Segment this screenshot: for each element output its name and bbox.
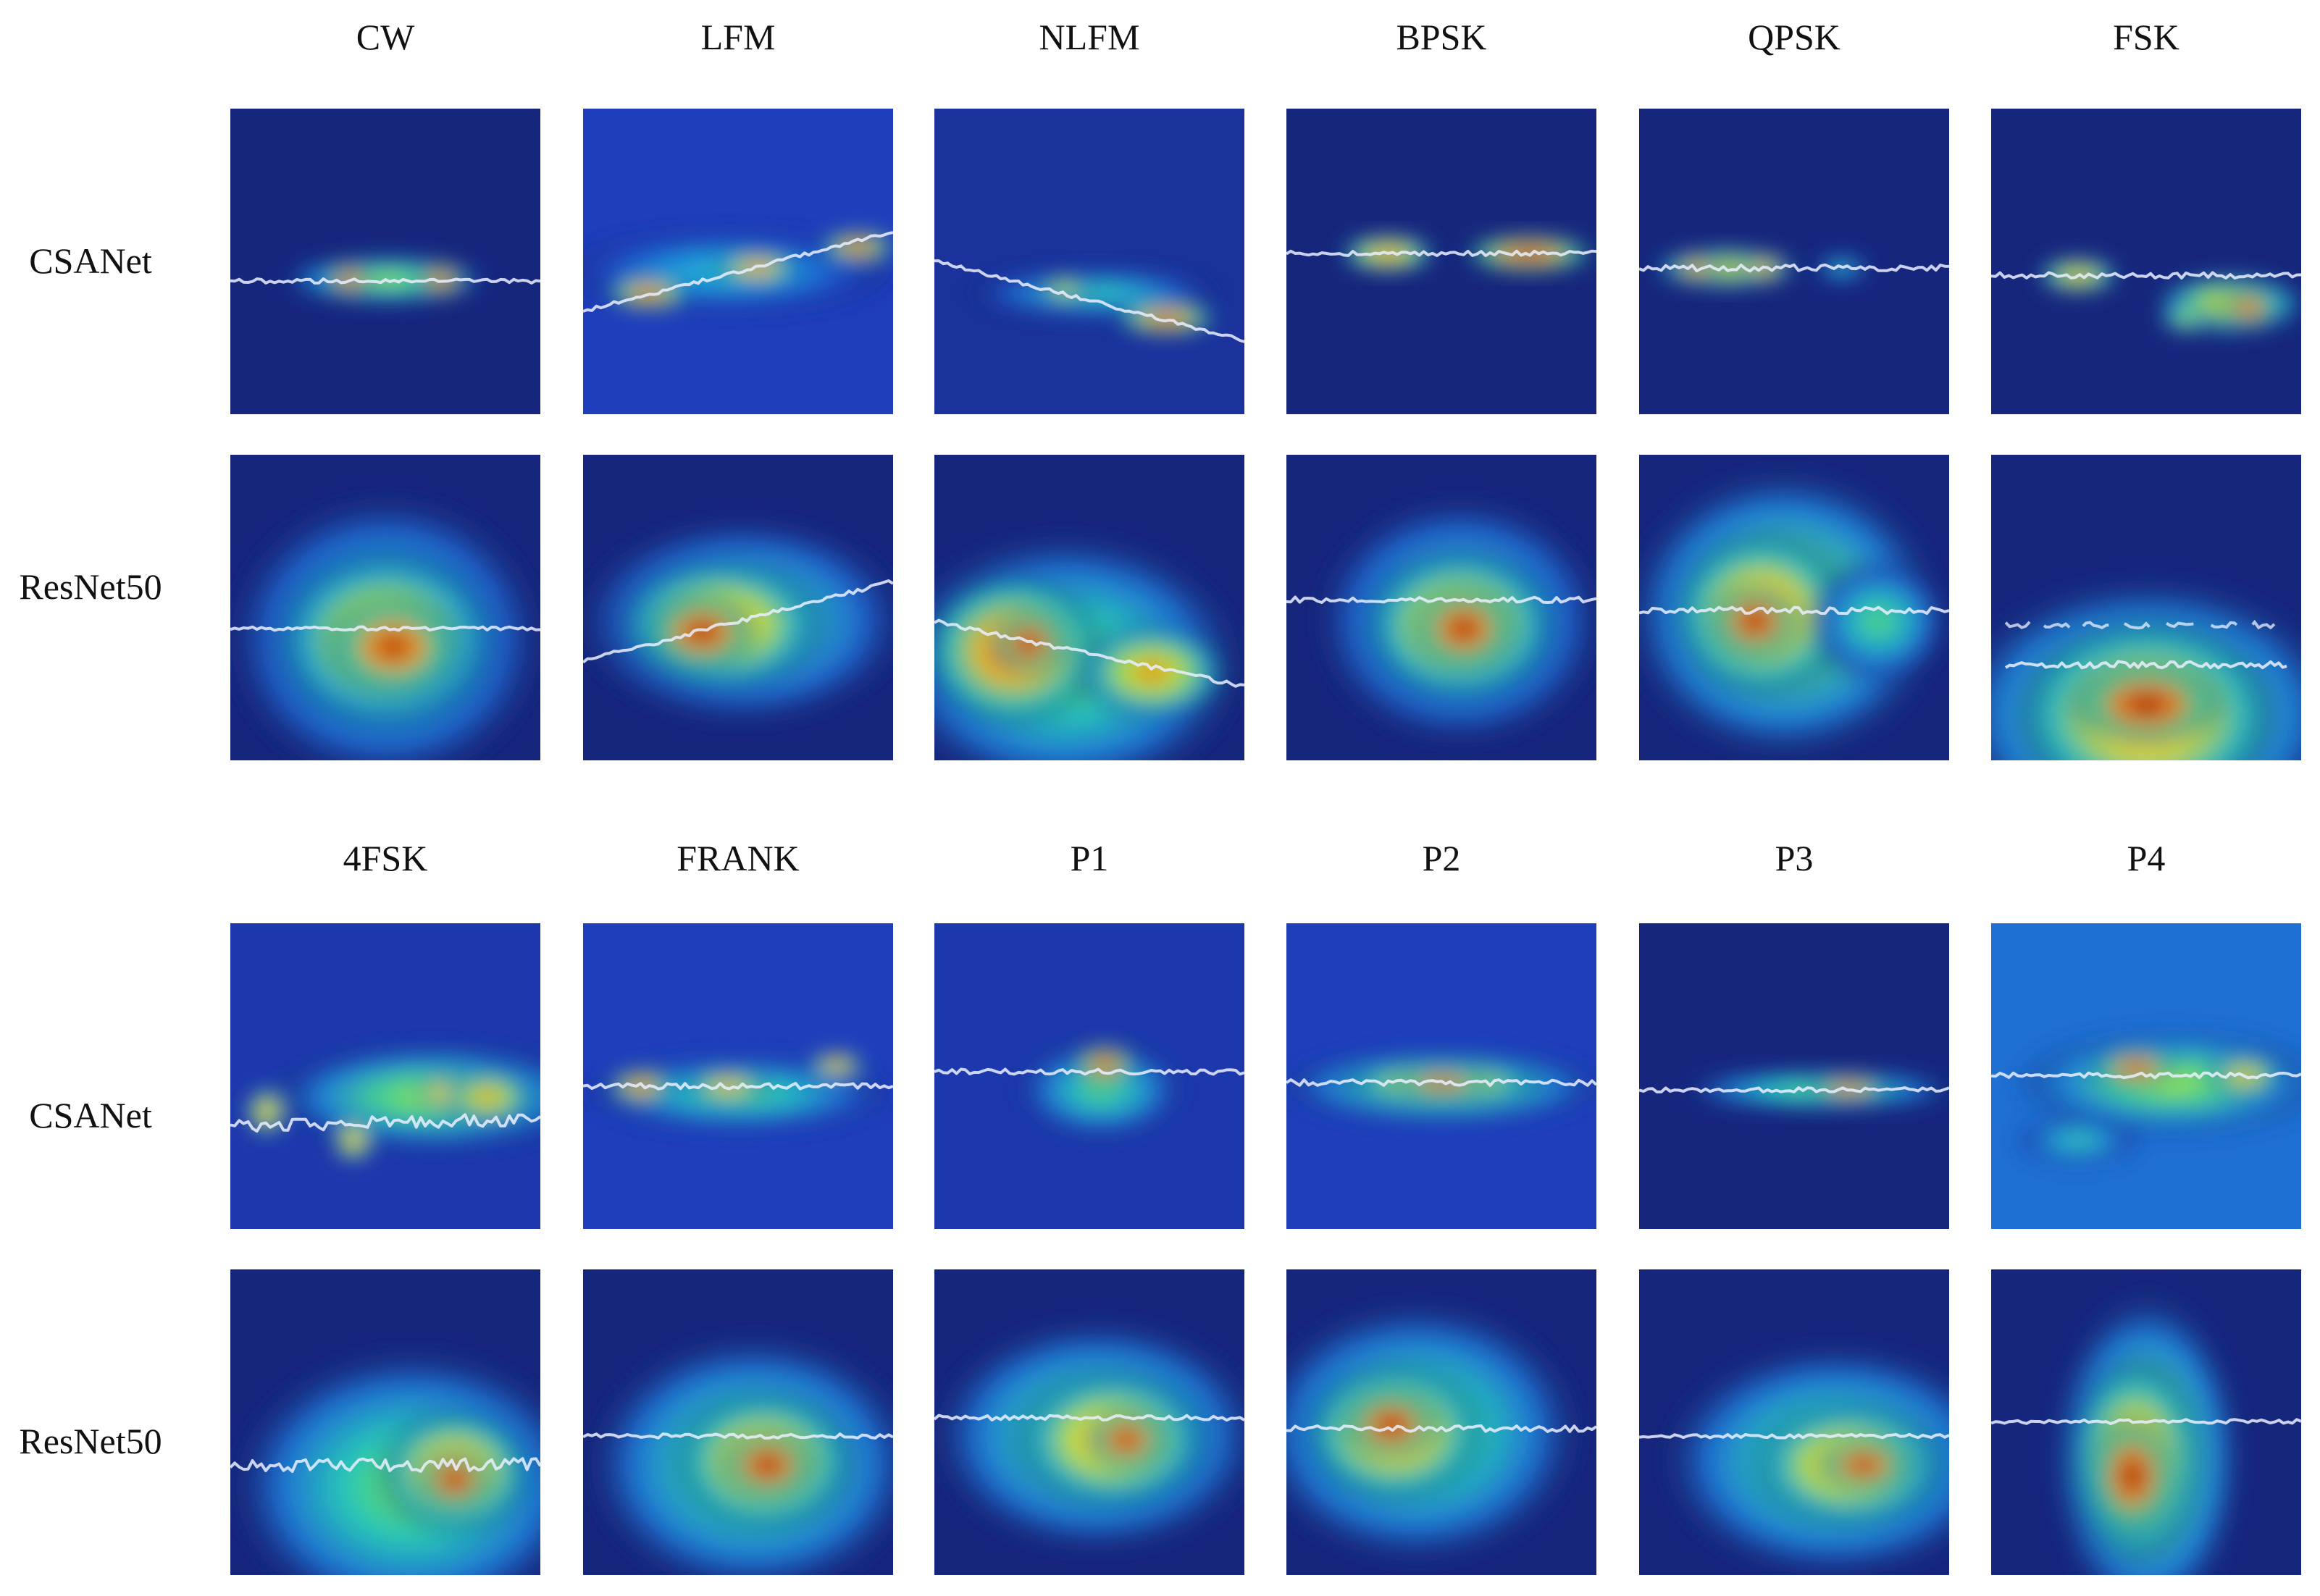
signal-trace — [230, 277, 540, 285]
heatmap-panel — [1286, 1269, 1596, 1575]
signal-trace — [1286, 1424, 1596, 1433]
heat-blob — [717, 1429, 818, 1501]
heat-blob — [989, 610, 1068, 676]
signal-trace — [1991, 271, 2301, 280]
heat-blob — [1014, 1039, 1188, 1141]
column-title: FRANK — [677, 838, 800, 878]
signal-trace — [934, 1067, 1244, 1076]
heatmap-panel — [1991, 1269, 2301, 1575]
column-title: P1 — [1070, 838, 1109, 878]
heatmap-panel — [934, 923, 1244, 1229]
signal-trace — [1639, 263, 1949, 273]
signal-trace — [2004, 660, 2287, 670]
heat-blob — [1410, 585, 1518, 672]
heatmap-panel — [583, 923, 893, 1229]
row-label: CSANet — [29, 240, 152, 281]
heatmap-panel — [1639, 455, 1949, 760]
heatmap-panel — [1639, 1269, 1949, 1575]
heatmap-panel — [1991, 455, 2301, 760]
heat-blob — [808, 1051, 866, 1078]
heatmap-panel — [934, 109, 1244, 414]
heat-blob — [645, 592, 761, 672]
column-title: P3 — [1775, 838, 1814, 878]
signal-trace — [934, 259, 1244, 343]
signal-trace — [1639, 1432, 1949, 1440]
heatmap-panel — [583, 455, 893, 760]
heatmap-panel — [1286, 109, 1596, 414]
heatmap-panel — [583, 1269, 893, 1575]
column-title: P4 — [2127, 838, 2166, 878]
heatmap-panel — [934, 455, 1244, 760]
heatmap-panel — [1286, 923, 1596, 1229]
heat-blob — [1083, 1407, 1170, 1472]
signal-trace — [1286, 595, 1596, 604]
column-title: NLFM — [1039, 17, 1140, 57]
heat-blob — [437, 1068, 538, 1126]
heatmap-panel — [934, 1269, 1244, 1575]
row-label: CSANet — [29, 1095, 152, 1135]
heatmap-panel — [583, 109, 893, 414]
signal-trace — [583, 1082, 893, 1091]
heat-blob — [1813, 1436, 1914, 1494]
signal-trace — [1991, 1071, 2301, 1080]
heat-blob — [2089, 1414, 2176, 1537]
heat-blob — [2013, 1115, 2143, 1166]
heatmap-panel — [1991, 923, 2301, 1229]
signal-trace — [1991, 1418, 2301, 1425]
heat-blob — [818, 230, 893, 262]
heat-blob — [1668, 253, 1726, 282]
signal-trace — [230, 625, 540, 632]
heat-blob — [1708, 581, 1802, 661]
heat-blob — [2158, 304, 2216, 333]
column-title: P2 — [1422, 838, 1461, 878]
heat-blob — [2067, 661, 2227, 748]
heat-blob — [324, 596, 462, 697]
column-title: BPSK — [1396, 17, 1487, 57]
signal-trace — [1639, 605, 1949, 616]
heat-blob — [415, 1447, 495, 1512]
heatmap-panel — [1991, 109, 2301, 414]
heatmap-panel — [230, 109, 540, 414]
heat-blob — [419, 1072, 462, 1115]
heat-blob — [1072, 1044, 1137, 1085]
signal-trace — [2004, 619, 2287, 630]
heat-blob — [2093, 1048, 2179, 1088]
heatmap-panel — [1286, 455, 1596, 760]
signal-trace — [230, 1113, 540, 1133]
heatmap-panel — [230, 923, 540, 1229]
column-title: FSK — [2113, 17, 2179, 57]
row-label: ResNet50 — [19, 566, 162, 607]
heat-blob — [1806, 556, 1949, 686]
signal-trace — [230, 1457, 540, 1473]
signal-trace — [583, 1432, 893, 1440]
signal-trace — [934, 1414, 1244, 1422]
signal-trace — [1639, 1086, 1949, 1093]
signal-trace — [934, 618, 1244, 688]
heatmap-panel — [230, 455, 540, 760]
heat-blob — [1036, 277, 1094, 303]
column-title: CW — [356, 17, 415, 57]
heatmap-panel — [1639, 923, 1949, 1229]
heatmap-panel — [230, 1269, 540, 1575]
column-title: QPSK — [1748, 17, 1840, 57]
heat-blob — [608, 1069, 674, 1104]
heat-blob — [332, 1117, 375, 1164]
heatmap-panel — [1639, 109, 1949, 414]
column-title: LFM — [700, 17, 776, 57]
signal-trace — [1286, 249, 1596, 257]
heat-blob — [1072, 621, 1231, 723]
signal-trace — [1286, 1078, 1596, 1087]
column-title: 4FSK — [343, 838, 428, 878]
signal-trace — [583, 231, 893, 313]
heat-blob — [1341, 1389, 1442, 1461]
heat-blob — [2219, 287, 2277, 328]
signal-trace — [583, 579, 893, 664]
row-label: ResNet50 — [19, 1421, 162, 1461]
heat-blob — [415, 262, 466, 297]
heat-blob — [684, 1070, 771, 1102]
heat-blob — [1806, 1075, 1893, 1101]
